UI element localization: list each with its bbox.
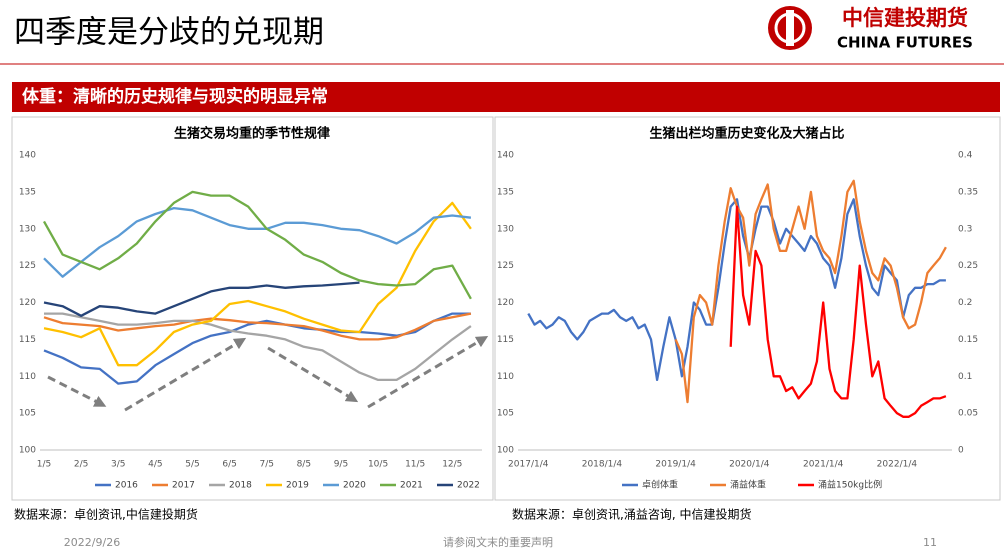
y-tick-label: 135 <box>497 187 514 197</box>
footer-page: 11 <box>923 536 937 549</box>
banner <box>12 82 1000 112</box>
legend-label: 2022 <box>457 481 480 491</box>
x-tick-label: 1/5 <box>37 460 51 470</box>
y-tick-label: 140 <box>497 151 514 161</box>
series-line <box>527 198 946 382</box>
legend-label: 2021 <box>400 481 423 491</box>
x-tick-label: 2021/1/4 <box>803 460 844 470</box>
y-tick-label: 100 <box>497 446 514 456</box>
x-tick-label: 10/5 <box>368 460 388 470</box>
chart-frame <box>494 116 1001 501</box>
series-line <box>43 281 360 317</box>
y-tick-label: 105 <box>497 409 514 419</box>
x-tick-label: 5/5 <box>185 460 199 470</box>
y-tick-label: 125 <box>497 261 514 271</box>
y-tick-label: 125 <box>19 261 36 271</box>
arrow <box>267 346 359 403</box>
slide-title: 四季度是分歧的兑现期 <box>14 15 324 51</box>
y2-tick-label: 0.35 <box>958 187 978 197</box>
chart-frame <box>11 116 494 501</box>
y2-tick-label: 0.25 <box>958 261 978 271</box>
y2-tick-label: 0.3 <box>958 224 972 234</box>
y-tick-label: 105 <box>19 409 36 419</box>
x-tick-label: 4/5 <box>148 460 162 470</box>
series-line <box>674 179 947 404</box>
x-tick-label: 2/5 <box>74 460 88 470</box>
legend-label: 2017 <box>172 481 195 491</box>
legend-label: 涌益150kg比例 <box>818 479 882 491</box>
y2-tick-label: 0.4 <box>958 151 973 161</box>
x-tick-label: 7/5 <box>259 460 273 470</box>
x-tick-label: 2020/1/4 <box>729 460 770 470</box>
legend-label: 2020 <box>343 481 366 491</box>
y-tick-label: 100 <box>19 446 36 456</box>
legend-label: 卓创体重 <box>642 479 678 491</box>
x-tick-label: 3/5 <box>111 460 125 470</box>
y2-tick-label: 0.05 <box>958 409 978 419</box>
series-line <box>43 312 472 341</box>
banner-text: 体重：清晰的历史规律与现实的明显异常 <box>22 86 328 107</box>
logo-icon-bar <box>786 10 794 46</box>
series-line <box>42 190 472 300</box>
legend-label: 2018 <box>229 481 252 491</box>
footer-notice: 请参阅文末的重要声明 <box>443 535 553 549</box>
source: 数据来源：卓创资讯,中信建投期货 <box>14 507 198 522</box>
x-tick-label: 6/5 <box>222 460 236 470</box>
y-tick-label: 135 <box>19 187 36 197</box>
arrow <box>47 375 107 407</box>
legend-label: 2016 <box>115 481 138 491</box>
y-tick-label: 130 <box>497 224 514 234</box>
y-tick-label: 120 <box>497 298 514 308</box>
footer-date: 2022/9/26 <box>64 536 120 549</box>
x-tick-label: 2022/1/4 <box>877 460 918 470</box>
logo-english: CHINA FUTURES <box>837 34 973 52</box>
legend-label: 2019 <box>286 481 309 491</box>
y-tick-label: 115 <box>19 335 36 345</box>
logo-name: 中信建投期货 <box>842 6 968 30</box>
chart-title: 生猪交易均重的季节性规律 <box>174 126 330 142</box>
x-tick-label: 11/5 <box>405 460 425 470</box>
y2-tick-label: 0 <box>958 446 964 456</box>
series-line <box>43 206 472 278</box>
x-tick-label: 2017/1/4 <box>508 460 549 470</box>
series-line <box>44 312 472 382</box>
y2-tick-label: 0.1 <box>958 372 972 382</box>
trend-arrows <box>47 335 489 412</box>
chart-title: 生猪出栏均重历史变化及大猪占比 <box>649 126 844 142</box>
arrow <box>124 337 247 412</box>
y-tick-label: 110 <box>19 372 36 382</box>
y2-tick-label: 0.15 <box>958 335 978 345</box>
legend-label: 涌益体重 <box>730 479 766 491</box>
x-tick-label: 2019/1/4 <box>655 460 696 470</box>
series-line <box>729 205 947 418</box>
source: 数据来源：卓创资讯,涌益咨询, 中信建投期货 <box>512 507 751 522</box>
y-tick-label: 110 <box>497 372 514 382</box>
x-tick-label: 9/5 <box>334 460 348 470</box>
logo: 中信建投期货 CHINA FUTURES <box>768 6 973 52</box>
y-tick-label: 115 <box>497 335 514 345</box>
y2-tick-label: 0.2 <box>958 298 972 308</box>
x-tick-label: 8/5 <box>297 460 311 470</box>
y-tick-label: 120 <box>19 298 36 308</box>
series-line <box>43 201 472 367</box>
y-tick-label: 130 <box>19 224 36 234</box>
x-tick-label: 2018/1/4 <box>582 460 623 470</box>
chart-history: 2017/1/4 2018/1/4 2019/1/4 2020/1/4 2021/1/4… <box>497 126 978 491</box>
arrow <box>367 335 489 409</box>
y-tick-label: 140 <box>19 151 36 161</box>
x-tick-label: 12/5 <box>442 460 462 470</box>
chart-seasonal: 1/5 2/5 3/5 4/5 5/5 6/5 7/5 8/5 9/5 10/5 11/5 12/5 生… <box>19 126 482 491</box>
